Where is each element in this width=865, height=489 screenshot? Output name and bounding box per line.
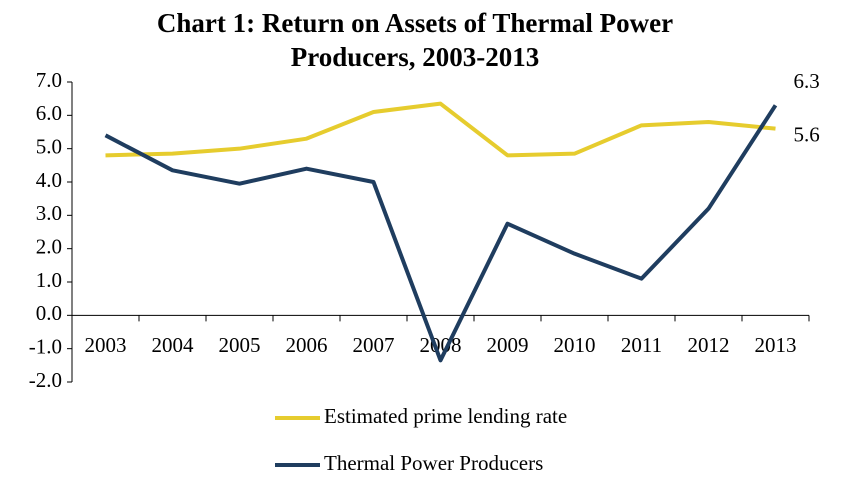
y-tick-label: 2.0 — [36, 234, 62, 258]
x-tick-label: 2007 — [353, 333, 395, 357]
x-tick-label: 2008 — [420, 333, 462, 357]
y-tick-label: -1.0 — [29, 334, 62, 358]
x-tick-label: 2011 — [621, 333, 662, 357]
y-tick-label: 1.0 — [36, 268, 62, 292]
x-tick-label: 2010 — [554, 333, 596, 357]
y-tick-label: -2.0 — [29, 368, 62, 392]
x-tick-label: 2005 — [219, 333, 261, 357]
x-tick-label: 2006 — [286, 333, 328, 357]
y-tick-label: 7.0 — [36, 68, 62, 92]
y-tick-label: 0.0 — [36, 301, 62, 325]
data-label: 5.6 — [794, 122, 820, 146]
x-tick-label: 2013 — [755, 333, 797, 357]
x-tick-label: 2009 — [487, 333, 529, 357]
chart-title: Chart 1: Return on Assets of Thermal Pow… — [156, 8, 674, 72]
x-tick-label: 2003 — [85, 333, 127, 357]
x-tick-label: 2004 — [152, 333, 195, 357]
legend-label: Estimated prime lending rate — [324, 404, 567, 428]
y-tick-label: 3.0 — [36, 201, 62, 225]
series-line — [104, 104, 778, 363]
legend-label: Thermal Power Producers — [324, 451, 543, 475]
y-tick-label: 5.0 — [36, 134, 62, 158]
x-tick-label: 2012 — [688, 333, 730, 357]
series-line — [105, 101, 776, 158]
data-label: 6.3 — [794, 69, 820, 93]
y-tick-label: 4.0 — [36, 168, 62, 192]
y-tick-label: 6.0 — [36, 101, 62, 125]
